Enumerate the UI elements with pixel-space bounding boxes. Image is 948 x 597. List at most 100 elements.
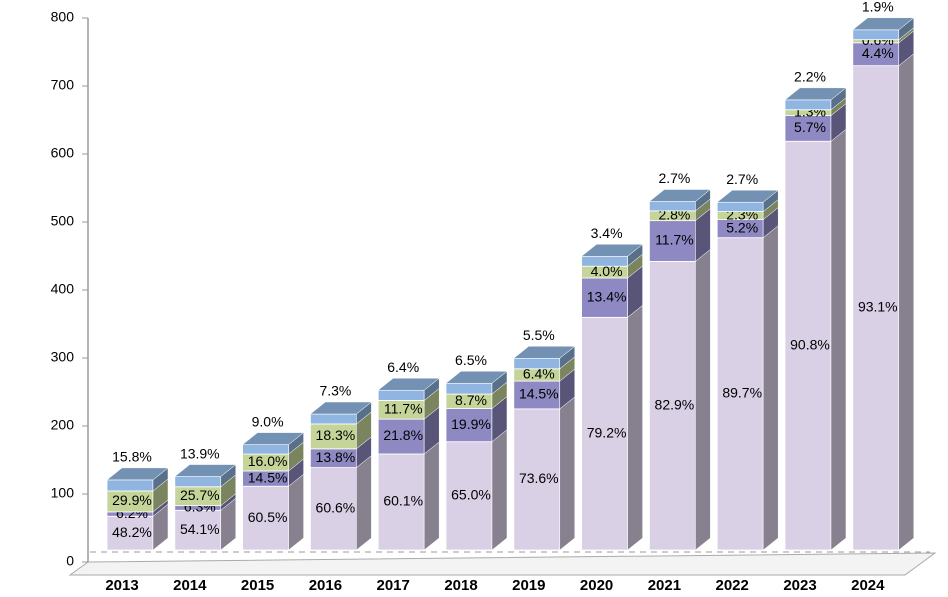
value-label: 1.9% [862, 0, 894, 15]
value-label: 48.2% [112, 524, 152, 540]
x-tick-label: 2019 [512, 577, 545, 594]
value-label: 60.1% [383, 493, 423, 509]
bar-top [852, 17, 915, 31]
value-label: 14.5% [519, 386, 559, 402]
value-label: 6.4% [523, 366, 555, 382]
value-label: 60.5% [248, 509, 288, 525]
bar-segment [445, 382, 493, 395]
bar-segment [377, 418, 425, 455]
bar-side [898, 53, 915, 551]
bar-segment [852, 65, 900, 551]
x-tick-label: 2013 [105, 577, 138, 594]
value-label: 18.3% [316, 427, 356, 443]
x-tick-label: 2015 [241, 577, 274, 594]
bar-segment [309, 423, 357, 450]
x-tick-label: 2017 [377, 577, 410, 594]
value-label: 15.8% [112, 449, 152, 465]
bar-segment [784, 140, 832, 551]
floor [68, 552, 937, 576]
value-label: 5.5% [523, 327, 555, 343]
y-tick-label: 400 [51, 281, 75, 297]
y-tick-label: 300 [51, 349, 75, 365]
bar-segment [716, 237, 764, 551]
x-tick-label: 2018 [444, 577, 477, 594]
value-label: 21.8% [383, 427, 423, 443]
bar-side [356, 455, 372, 551]
value-label: 82.9% [655, 396, 695, 412]
bar-segment [581, 277, 628, 318]
value-label: 13.4% [587, 288, 627, 304]
bar-segment [106, 479, 154, 492]
bar-segment [513, 408, 561, 551]
bar-top [106, 467, 169, 481]
value-label: 11.7% [655, 232, 694, 248]
value-label: 3.4% [591, 225, 623, 241]
y-tick-label: 700 [51, 77, 75, 93]
value-label: 60.6% [316, 499, 356, 515]
value-label: 13.8% [316, 449, 356, 465]
bar-side [423, 441, 440, 551]
value-label: 11.7% [384, 400, 423, 416]
value-label: 13.9% [180, 445, 220, 461]
x-tick-label: 2014 [173, 577, 207, 594]
bar-segment [784, 99, 832, 111]
bar-top [784, 87, 847, 101]
value-label: 65.0% [451, 487, 491, 503]
value-label: 5.7% [794, 119, 826, 135]
bar-segment [242, 485, 290, 551]
bar-top [716, 189, 779, 203]
bar-top [174, 464, 237, 477]
value-label: 25.7% [180, 487, 220, 503]
bar-side [559, 396, 576, 551]
value-label: 29.9% [112, 492, 152, 508]
bar-side [288, 473, 304, 551]
bar-segment [174, 509, 222, 551]
y-tick-label: 600 [51, 145, 75, 161]
bar-side [627, 304, 643, 551]
bar-top [580, 243, 644, 257]
value-label: 89.7% [722, 385, 762, 401]
bar-segment [174, 476, 222, 488]
value-label: 79.2% [587, 424, 627, 440]
bar-side [491, 429, 508, 551]
bar-top [648, 189, 712, 202]
value-label: 4.0% [591, 263, 623, 279]
bar-top [513, 345, 576, 359]
y-tick-label: 800 [51, 9, 75, 25]
bar-segment [513, 357, 561, 370]
value-label: 6.5% [455, 352, 487, 368]
bar-top [377, 377, 440, 391]
value-label: 7.3% [319, 383, 351, 399]
x-tick-label: 2023 [783, 577, 816, 594]
value-label: 14.5% [248, 469, 288, 485]
bar-top [241, 432, 305, 445]
bar-top [445, 370, 508, 384]
y-tick-label: 500 [51, 213, 75, 229]
bar-side [695, 248, 711, 551]
value-label: 2.2% [794, 69, 826, 85]
bar-side [830, 128, 847, 551]
x-tick-label: 2016 [309, 577, 342, 594]
value-label: 6.4% [387, 359, 419, 375]
value-label: 90.8% [790, 336, 830, 352]
value-label: 73.6% [519, 470, 559, 486]
value-label: 2.7% [658, 170, 690, 186]
bar-segment [377, 389, 425, 401]
value-label: 93.1% [858, 299, 898, 315]
bar-segment [581, 255, 628, 267]
bar-top [309, 401, 373, 415]
bar-segment [242, 444, 290, 455]
value-label: 2.7% [726, 171, 758, 187]
value-label: 4.4% [862, 45, 894, 61]
value-label: 19.9% [451, 416, 491, 432]
value-label: 9.0% [252, 413, 284, 429]
x-tick-label: 2024 [851, 577, 885, 594]
bar-segment [716, 201, 764, 212]
bar-segment [649, 201, 696, 212]
value-label: 5.2% [726, 219, 758, 235]
x-tick-label: 2021 [648, 577, 681, 594]
bar-side [762, 225, 779, 551]
value-label: 54.1% [180, 521, 220, 537]
